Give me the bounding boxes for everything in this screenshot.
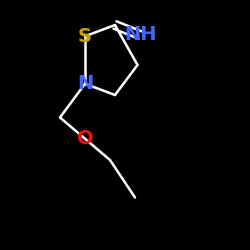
Text: S: S xyxy=(78,27,92,46)
Text: NH: NH xyxy=(124,26,156,44)
Text: O: O xyxy=(77,129,93,148)
Text: N: N xyxy=(77,74,93,93)
